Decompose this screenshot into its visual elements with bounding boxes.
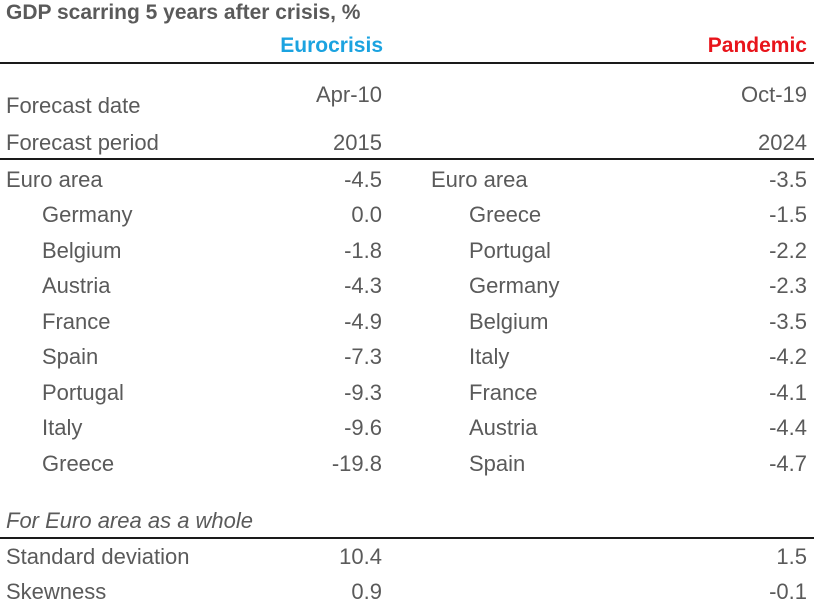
pandemic-country-value: -4.1 xyxy=(769,380,807,405)
pandemic-aggregate-label: Euro area xyxy=(431,167,528,192)
pandemic-country-value: -4.7 xyxy=(769,451,807,476)
pandemic-country-value: -2.3 xyxy=(769,273,807,298)
chart-title: GDP scarring 5 years after crisis, % xyxy=(6,1,361,24)
eurocrisis-country-label: Belgium xyxy=(42,238,122,263)
eurocrisis-country-value: 0.0 xyxy=(351,202,382,227)
stat-std-pandemic: 1.5 xyxy=(776,544,807,569)
whole-section-label: For Euro area as a whole xyxy=(6,508,254,533)
pandemic-country-label: Austria xyxy=(469,415,538,440)
pandemic-country-value: -3.5 xyxy=(769,309,807,334)
pandemic-country-value: -1.5 xyxy=(769,202,807,227)
forecast-period-eurocrisis: 2015 xyxy=(333,130,382,155)
stat-label-skew: Skewness xyxy=(6,579,107,604)
pandemic-country-value: -4.2 xyxy=(769,344,807,369)
eurocrisis-country-value: -1.8 xyxy=(344,238,382,263)
pandemic-country-label: France xyxy=(469,380,538,405)
pandemic-country-value: -4.4 xyxy=(769,415,807,440)
eurocrisis-country-label: Italy xyxy=(42,415,83,440)
stats-divider xyxy=(0,537,814,539)
eurocrisis-country-value: -19.8 xyxy=(331,451,382,476)
eurocrisis-country-label: Greece xyxy=(42,451,115,476)
pandemic-country-label: Greece xyxy=(469,202,542,227)
column-header-eurocrisis: Eurocrisis xyxy=(280,34,383,57)
forecast-period-label: Forecast period xyxy=(6,130,159,155)
pandemic-country-label: Portugal xyxy=(469,238,551,263)
eurocrisis-country-label: Austria xyxy=(42,273,111,298)
eurocrisis-aggregate-label: Euro area xyxy=(6,167,103,192)
pandemic-country-label: Italy xyxy=(469,344,510,369)
eurocrisis-country-value: -7.3 xyxy=(344,344,382,369)
pandemic-country-label: Belgium xyxy=(469,309,549,334)
column-header-pandemic: Pandemic xyxy=(707,34,807,57)
forecast-date-pandemic: Oct-19 xyxy=(740,82,807,107)
stat-std-eurocrisis: 10.4 xyxy=(339,544,382,569)
forecast-date-label: Forecast date xyxy=(6,93,141,118)
eurocrisis-country-value: -9.6 xyxy=(344,415,382,440)
forecast-period-pandemic: 2024 xyxy=(758,130,807,155)
pandemic-aggregate-value: -3.5 xyxy=(769,167,807,192)
eurocrisis-aggregate-value: -4.5 xyxy=(344,167,382,192)
eurocrisis-country-value: -9.3 xyxy=(344,380,382,405)
eurocrisis-country-label: Spain xyxy=(42,344,99,369)
stat-skew-eurocrisis: 0.9 xyxy=(351,579,382,604)
forecast-date-eurocrisis: Apr-10 xyxy=(315,82,382,107)
pandemic-country-label: Germany xyxy=(469,273,560,298)
meta-divider xyxy=(0,158,814,160)
eurocrisis-country-label: Portugal xyxy=(42,380,124,405)
stat-skew-pandemic: -0.1 xyxy=(769,579,807,604)
stat-label-std: Standard deviation xyxy=(6,544,190,569)
eurocrisis-country-label: Germany xyxy=(42,202,133,227)
pandemic-country-label: Spain xyxy=(469,451,526,476)
header-divider xyxy=(0,62,814,64)
pandemic-country-value: -2.2 xyxy=(769,238,807,263)
eurocrisis-country-label: France xyxy=(42,309,111,334)
eurocrisis-country-value: -4.9 xyxy=(344,309,382,334)
eurocrisis-country-value: -4.3 xyxy=(344,273,382,298)
